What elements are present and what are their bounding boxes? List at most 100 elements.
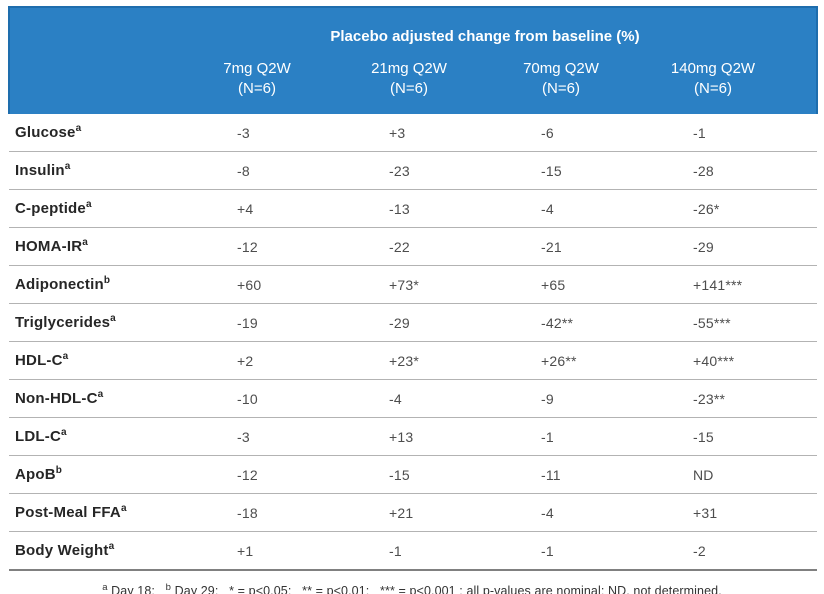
table-row: Insulina -8 -23 -15 -28: [9, 151, 817, 190]
table-row: HDL-Ca +2 +23* +26** +40***: [9, 341, 817, 380]
value-cell: +31: [637, 493, 789, 532]
table-row: Glucosea -3 +3 -6 -1: [9, 114, 817, 152]
dose-label: 70mg Q2W: [523, 60, 599, 77]
row-label-text: Adiponectin: [15, 276, 104, 293]
table-row: Non-HDL-Ca -10 -4 -9 -23**: [9, 379, 817, 418]
value-cell: -22: [333, 227, 485, 266]
dose-label: 21mg Q2W: [371, 60, 447, 77]
value-cell: -42**: [485, 303, 637, 342]
column-header-7mg: 7mg Q2W (N=6): [181, 56, 333, 114]
footnote-text: Day 18;: [107, 584, 166, 594]
footnote-sup: b: [165, 581, 172, 593]
value-cell: +1: [181, 531, 333, 571]
table-row: Adiponectinb +60 +73* +65 +141***: [9, 265, 817, 304]
table-row: Triglyceridesa -19 -29 -42** -55***: [9, 303, 817, 342]
row-label: Body Weighta: [9, 531, 181, 571]
value-cell: +2: [181, 341, 333, 380]
row-label-sup: a: [97, 389, 104, 400]
value-cell: -1: [637, 114, 789, 152]
table-row: Body Weighta +1 -1 -1 -2: [9, 531, 817, 571]
table-body: Glucosea -3 +3 -6 -1 Insulina -8 -23 -15…: [9, 114, 817, 571]
value-cell: +13: [333, 417, 485, 456]
row-label: C-peptidea: [9, 189, 181, 228]
value-cell: -9: [485, 379, 637, 418]
row-label-sup: a: [62, 351, 69, 362]
value-cell: +21: [333, 493, 485, 532]
value-cell: -15: [485, 151, 637, 190]
value-cell: -4: [333, 379, 485, 418]
value-cell: -23: [333, 151, 485, 190]
value-cell: +73*: [333, 265, 485, 304]
value-cell: ND: [637, 455, 789, 494]
dose-n: (N=6): [238, 80, 276, 97]
row-label: Insulina: [9, 151, 181, 190]
value-cell: -15: [333, 455, 485, 494]
value-cell: -12: [181, 455, 333, 494]
value-cell: +40***: [637, 341, 789, 380]
footnote-sup: a: [102, 581, 108, 593]
row-spacer-cell: [789, 531, 817, 571]
row-label-text: Non-HDL-C: [15, 390, 98, 407]
row-label-text: HOMA-IR: [15, 238, 83, 255]
row-label: Post-Meal FFAa: [9, 493, 181, 532]
row-label-text: Triglycerides: [15, 314, 111, 331]
row-label: ApoBb: [9, 455, 181, 494]
value-cell: -21: [485, 227, 637, 266]
row-spacer-cell: [789, 341, 817, 380]
value-cell: -2: [637, 531, 789, 571]
value-cell: +60: [181, 265, 333, 304]
value-cell: -29: [333, 303, 485, 342]
value-cell: +65: [485, 265, 637, 304]
row-spacer-cell: [789, 493, 817, 532]
column-header-140mg: 140mg Q2W (N=6): [637, 56, 789, 114]
row-label-text: ApoB: [15, 466, 56, 483]
row-label-sup: a: [110, 313, 116, 324]
header-corner-cell: [8, 56, 181, 114]
table-title: Placebo adjusted change from baseline (%…: [181, 6, 789, 56]
row-label-sup: a: [64, 161, 71, 172]
value-cell: -3: [181, 417, 333, 456]
value-cell: -4: [485, 189, 637, 228]
row-label-sup: a: [120, 503, 127, 514]
row-spacer-cell: [789, 114, 817, 152]
value-cell: -26*: [637, 189, 789, 228]
row-label-text: HDL-C: [15, 352, 63, 369]
value-cell: +23*: [333, 341, 485, 380]
value-cell: -1: [333, 531, 485, 571]
value-cell: -12: [181, 227, 333, 266]
value-cell: -23**: [637, 379, 789, 418]
row-spacer-cell: [789, 189, 817, 228]
column-header-21mg: 21mg Q2W (N=6): [333, 56, 485, 114]
value-cell: +4: [181, 189, 333, 228]
table-row: Post-Meal FFAa -18 +21 -4 +31: [9, 493, 817, 532]
row-spacer-cell: [789, 455, 817, 494]
dose-n: (N=6): [694, 80, 732, 97]
row-label: Non-HDL-Ca: [9, 379, 181, 418]
dose-response-table: Placebo adjusted change from baseline (%…: [8, 6, 818, 571]
footnote: a Day 18; b Day 29; * = p<0.05; ** = p<0…: [8, 581, 816, 594]
value-cell: -6: [485, 114, 637, 152]
value-cell: -13: [333, 189, 485, 228]
value-cell: -1: [485, 417, 637, 456]
header-spacer-cell: [789, 6, 818, 56]
table-title-row: Placebo adjusted change from baseline (%…: [8, 6, 818, 56]
value-cell: -29: [637, 227, 789, 266]
dose-n: (N=6): [390, 80, 428, 97]
table-row: HOMA-IRa -12 -22 -21 -29: [9, 227, 817, 266]
row-label: Glucosea: [9, 114, 181, 152]
row-label: HOMA-IRa: [9, 227, 181, 266]
header-corner-cell: [8, 6, 181, 56]
value-cell: -15: [637, 417, 789, 456]
row-spacer-cell: [789, 227, 817, 266]
row-label: Adiponectinb: [9, 265, 181, 304]
row-label-sup: a: [82, 237, 88, 248]
table-header: Placebo adjusted change from baseline (%…: [8, 6, 818, 114]
footnote-text: Day 29; * = p<0.05; ** = p<0.01; *** = p…: [171, 584, 722, 594]
table-row: LDL-Ca -3 +13 -1 -15: [9, 417, 817, 456]
value-cell: -1: [485, 531, 637, 571]
header-spacer-cell: [789, 56, 818, 114]
table-row: C-peptidea +4 -13 -4 -26*: [9, 189, 817, 228]
value-cell: +3: [333, 114, 485, 152]
value-cell: -8: [181, 151, 333, 190]
row-label-sup: a: [85, 199, 92, 210]
